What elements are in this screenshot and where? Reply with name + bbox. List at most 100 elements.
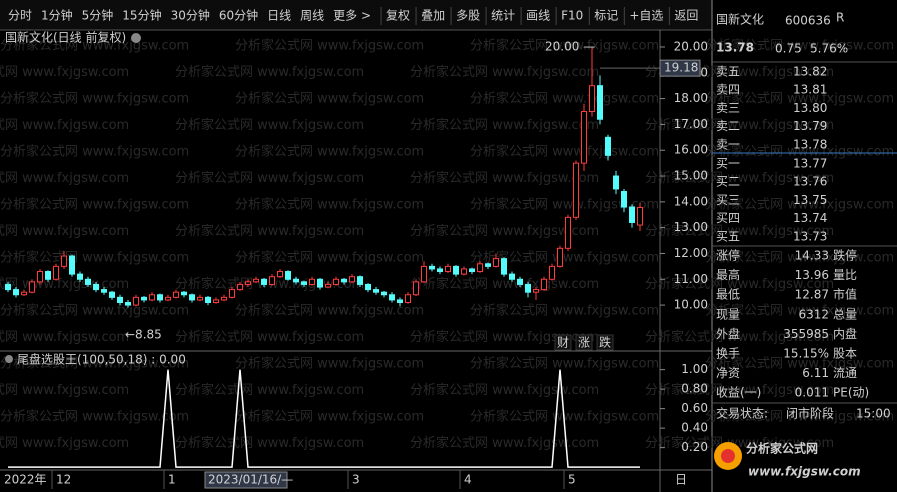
period-tab[interactable]: 周线 <box>300 9 324 23</box>
watermark: 分析家公式网 www.fxjgsw.com <box>410 329 599 345</box>
indicator-icon <box>5 355 13 363</box>
watermark: 分析家公式网 www.fxjgsw.com <box>470 91 659 107</box>
candle-body <box>597 85 603 120</box>
tool-button[interactable]: 标记 <box>594 9 618 23</box>
order-price: 13.74 <box>793 211 827 225</box>
candle-body <box>277 271 283 278</box>
tool-button[interactable]: 复权 <box>386 9 410 23</box>
watermark: 分析家公式网 www.fxjgsw.com <box>705 250 894 266</box>
stat-value: 14.33 <box>795 249 829 263</box>
watermark: 分析家公式网 www.fxjgsw.com <box>0 250 189 266</box>
candle-body <box>205 296 211 304</box>
period-tab[interactable]: 1分钟 <box>41 8 73 23</box>
watermark: 分析家公式网 www.fxjgsw.com <box>645 382 834 398</box>
y-tick-label: 0.40 <box>681 421 708 435</box>
stat-label: 现量 <box>716 307 740 321</box>
stat-label2: 跌停 <box>833 248 857 263</box>
stat-label: 涨停 <box>716 248 740 263</box>
watermark: 分析家公式网 www.fxjgsw.com <box>235 91 424 107</box>
tool-button[interactable]: 返回 <box>674 9 698 23</box>
period-tab[interactable]: 30分钟 <box>171 8 210 23</box>
y-tick-label: 17.00 <box>674 117 708 131</box>
candle-body <box>477 263 483 273</box>
y-tick-label: 15.00 <box>674 169 708 183</box>
candle-body <box>5 283 11 291</box>
candle-body <box>413 281 419 296</box>
candle-body <box>309 278 315 285</box>
watermark: 分析家公式网 www.fxjgsw.com <box>0 197 189 213</box>
order-price: 13.81 <box>793 83 827 97</box>
stat-value: 6312 <box>798 307 829 321</box>
candle-body <box>125 302 131 306</box>
tool-button[interactable]: F10 <box>561 9 583 23</box>
candle-body <box>517 278 523 285</box>
stock-code: 600636 <box>785 14 831 28</box>
candle-body <box>269 276 275 285</box>
candle-body <box>485 263 491 267</box>
order-price: 13.82 <box>793 65 827 79</box>
watermark: 分析家公式网 www.fxjgsw.com <box>705 197 894 213</box>
watermark: 分析家公式网 www.fxjgsw.com <box>235 38 424 54</box>
tool-button[interactable]: 叠加 <box>421 9 445 23</box>
watermark: 分析家公式网 www.fxjgsw.com <box>0 91 189 107</box>
price-change-pct: 5.76% <box>810 42 848 56</box>
watermark: 分析家公式网 www.fxjgsw.com <box>175 170 364 186</box>
stat-label2: 内盘 <box>833 326 857 341</box>
period-tab[interactable]: 更多 > <box>333 9 371 23</box>
order-label: 卖五 <box>716 65 740 79</box>
tool-button[interactable]: +自选 <box>629 9 663 23</box>
candle-body <box>613 175 619 190</box>
watermark: 分析家公式网 www.fxjgsw.com <box>0 223 129 239</box>
period-tab[interactable]: 5分钟 <box>82 8 114 23</box>
corner-label: 日 <box>675 473 687 487</box>
watermark: 分析家公式网 www.fxjgsw.com <box>410 276 599 292</box>
candle-body <box>541 278 547 291</box>
candle-body <box>301 281 307 285</box>
period-tab[interactable]: 15分钟 <box>122 8 161 23</box>
watermark: 分析家公式网 www.fxjgsw.com <box>410 435 599 451</box>
stat-label: 收益(一) <box>716 386 761 400</box>
candle-body <box>349 276 355 283</box>
period-tab[interactable]: 60分钟 <box>219 8 258 23</box>
watermark: 分析家公式网 www.fxjgsw.com <box>0 38 189 54</box>
candle-body <box>509 273 515 280</box>
candle-body <box>493 258 499 267</box>
order-price: 13.80 <box>793 101 827 115</box>
candle-body <box>333 278 339 285</box>
period-tab[interactable]: 分时 <box>8 9 32 23</box>
period-tab[interactable]: 日线 <box>267 9 291 23</box>
candle-body <box>133 296 139 306</box>
candle-body <box>29 281 35 293</box>
stat-label2: PE(动) <box>833 386 869 400</box>
candle-body <box>21 291 27 296</box>
watermark: 分析家公式网 www.fxjgsw.com <box>0 329 129 345</box>
candle-body <box>565 216 571 249</box>
order-label: 买四 <box>716 211 740 225</box>
logo-url: www.fxjgsw.com <box>748 465 861 479</box>
stat-label: 换手 <box>716 347 740 361</box>
watermark: 分析家公式网 www.fxjgsw.com <box>645 329 834 345</box>
candle-body <box>605 136 611 156</box>
stat-value: 0.011 <box>795 386 829 400</box>
x-year: 2022年 <box>4 473 47 487</box>
candle-body <box>421 265 427 283</box>
stat-label2: 量比 <box>833 268 857 282</box>
order-label: 卖二 <box>716 119 740 133</box>
tool-button[interactable]: 画线 <box>526 9 550 23</box>
candle-body <box>589 85 595 112</box>
candle-body <box>213 299 219 304</box>
status-time: 15:00 <box>856 407 891 421</box>
badge: 跌 <box>599 335 611 350</box>
candle-body <box>221 296 227 301</box>
stock-flag: R <box>836 11 844 25</box>
candle-body <box>165 296 171 301</box>
tool-button[interactable]: 统计 <box>491 9 515 23</box>
watermark: 分析家公式网 www.fxjgsw.com <box>410 64 599 80</box>
tool-button[interactable]: 多股 <box>456 9 480 23</box>
candle-body <box>389 294 395 301</box>
badge-box <box>575 334 593 351</box>
candle-body <box>293 278 299 283</box>
watermark: 分析家公式网 www.fxjgsw.com <box>175 329 364 345</box>
candle-body <box>117 296 123 304</box>
candle-body <box>357 276 363 285</box>
